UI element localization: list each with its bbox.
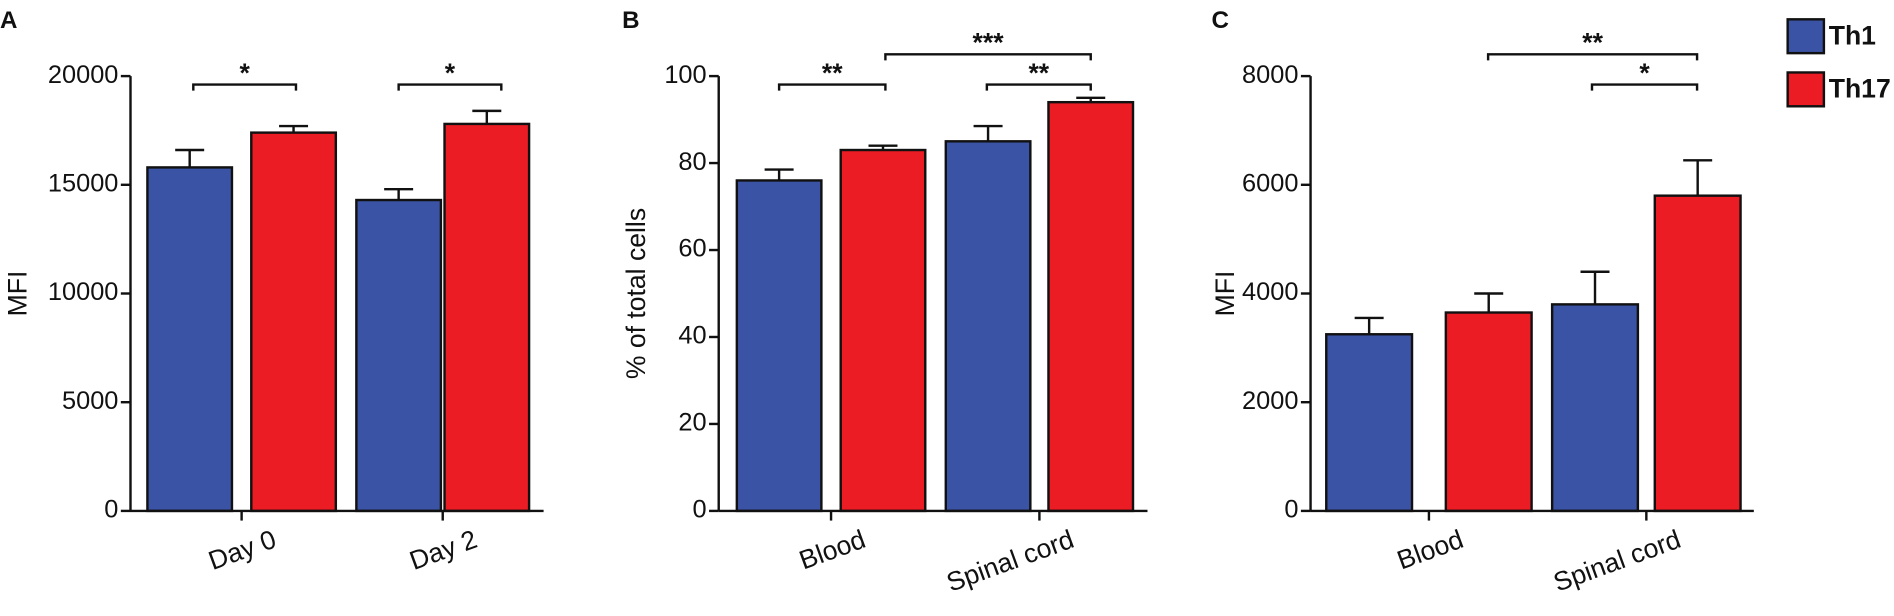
- x-tick-label: Spinal cord: [943, 524, 1078, 598]
- significance-label: *: [445, 58, 456, 88]
- y-tick-label: 0: [1284, 496, 1298, 524]
- legend-label: Th17: [1829, 74, 1891, 104]
- bar: [146, 166, 234, 513]
- y-tick-label: 8000: [1242, 61, 1298, 89]
- y-axis-label: MFI: [2, 271, 32, 317]
- y-tick-label: 80: [678, 148, 706, 176]
- significance-bracket: [192, 83, 298, 91]
- y-tick-label: 15000: [48, 170, 119, 198]
- y-tick-label: 10000: [48, 278, 119, 306]
- panel-letter: A: [0, 7, 17, 34]
- significance-label: ***: [973, 28, 1005, 58]
- y-axis-label: MFI: [1210, 271, 1240, 317]
- legend-swatch: [1786, 71, 1826, 108]
- y-tick-label: 100: [664, 61, 706, 89]
- bar: [735, 179, 823, 513]
- bar: [250, 131, 338, 513]
- y-tick-label: 6000: [1242, 170, 1298, 198]
- bar: [1653, 194, 1742, 513]
- bar: [355, 198, 443, 513]
- legend-label: Th1: [1829, 20, 1876, 50]
- significance-bracket: [985, 83, 1092, 91]
- y-tick-label: 20: [678, 409, 706, 437]
- bar: [944, 140, 1032, 513]
- y-axis-label: % of total cells: [621, 208, 651, 379]
- x-tick-label: Spinal cord: [1549, 524, 1684, 598]
- y-tick-label: 20000: [48, 61, 119, 89]
- legend-swatch: [1786, 18, 1826, 55]
- x-tick-label: Day 2: [406, 524, 481, 576]
- bar: [1325, 333, 1414, 513]
- y-tick-label: 2000: [1242, 387, 1298, 415]
- bar: [443, 122, 531, 513]
- significance-label: *: [239, 58, 250, 88]
- y-tick-label: 60: [678, 235, 706, 263]
- panel-letter: B: [622, 7, 639, 34]
- y-tick-label: 4000: [1242, 278, 1298, 306]
- significance-bracket: [777, 83, 887, 91]
- bar: [1550, 303, 1640, 513]
- significance-bracket: [397, 83, 503, 91]
- x-tick-label: Blood: [795, 524, 869, 575]
- significance-label: **: [822, 58, 843, 88]
- significance-label: **: [1582, 28, 1603, 58]
- panel-letter: C: [1212, 7, 1229, 34]
- significance-bracket: [1486, 53, 1699, 61]
- significance-label: **: [1028, 58, 1049, 88]
- significance-bracket: [1590, 83, 1699, 91]
- x-tick-label: Day 0: [204, 524, 279, 576]
- bar: [839, 148, 927, 513]
- y-tick-label: 0: [104, 496, 118, 524]
- x-tick-label: Blood: [1393, 524, 1467, 575]
- bar: [1047, 100, 1135, 513]
- significance-bracket: [884, 53, 1092, 61]
- bar: [1444, 311, 1533, 513]
- significance-label: *: [1639, 58, 1650, 88]
- y-tick-label: 40: [678, 322, 706, 350]
- y-tick-label: 5000: [62, 387, 118, 415]
- y-tick-label: 0: [693, 496, 707, 524]
